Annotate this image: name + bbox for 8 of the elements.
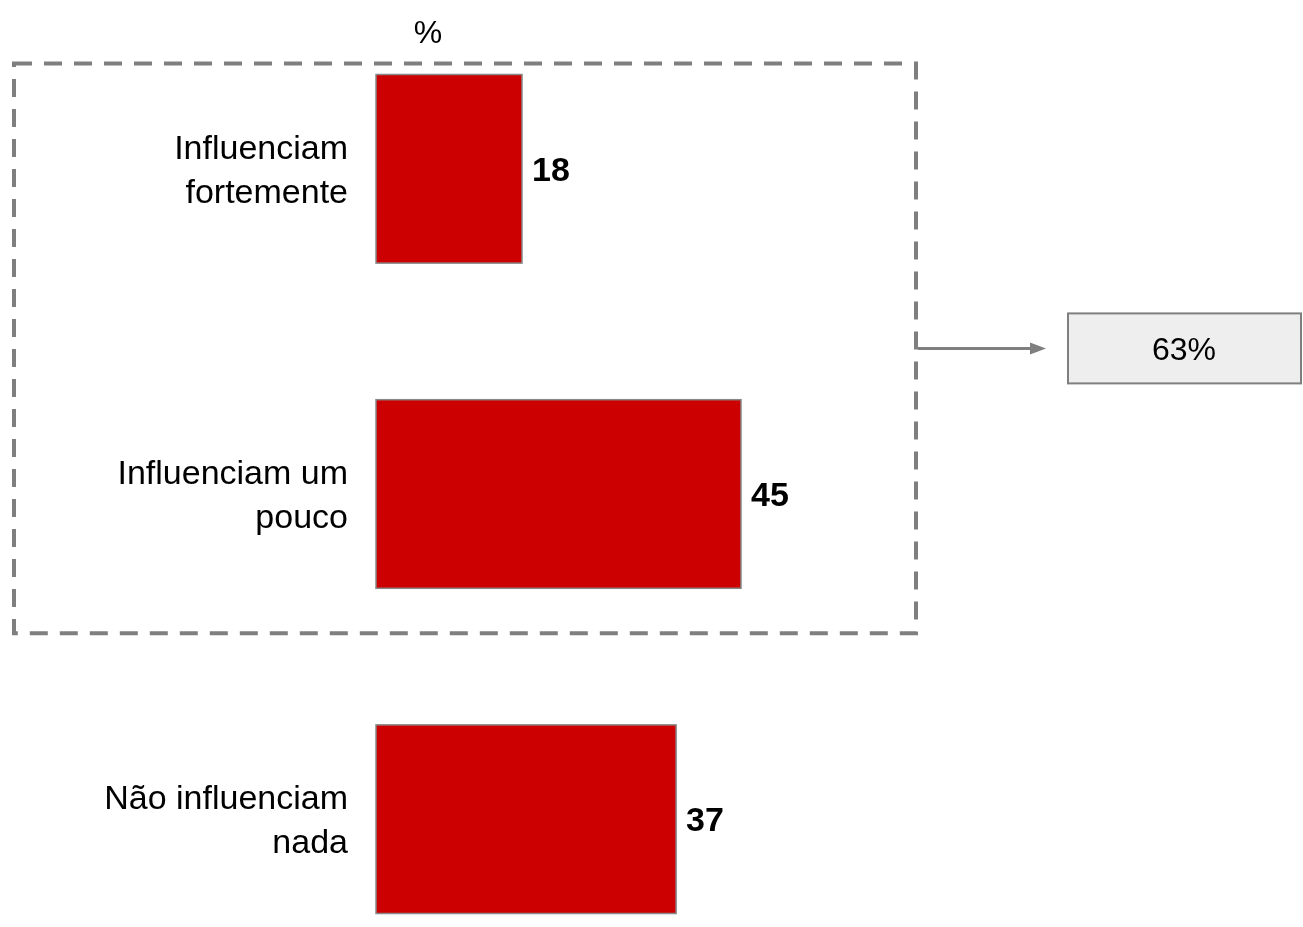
y-tick-label: Não influenciam nada bbox=[104, 778, 349, 861]
data-label: 45 bbox=[751, 474, 789, 513]
chart-title: % bbox=[413, 14, 443, 50]
text: 63% bbox=[1151, 330, 1217, 367]
y-tick-label: Influenciam fortemente bbox=[174, 127, 348, 210]
data-label: 37 bbox=[686, 800, 724, 839]
y-tick-label: Influenciam um pouco bbox=[117, 452, 348, 535]
data-label: 18 bbox=[532, 149, 570, 188]
